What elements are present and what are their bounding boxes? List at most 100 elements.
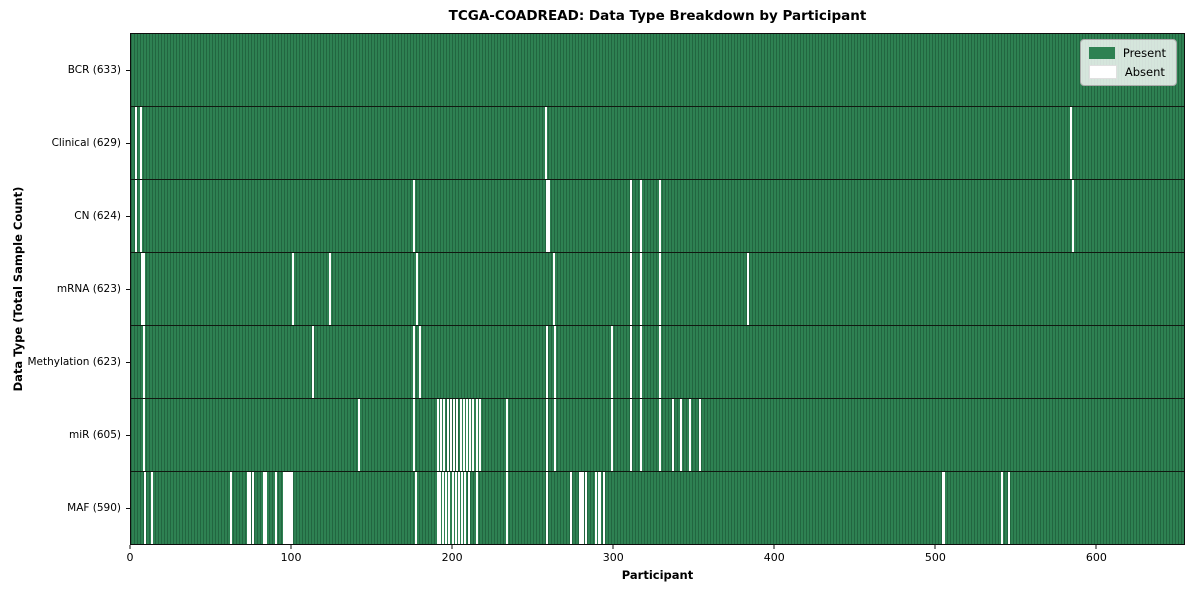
absent-mark bbox=[445, 472, 448, 544]
absent-mark bbox=[419, 326, 422, 398]
absent-mark bbox=[451, 472, 454, 544]
absent-mark bbox=[943, 472, 946, 544]
absent-mark bbox=[581, 472, 584, 544]
y-tick-label: CN (624) bbox=[74, 209, 121, 222]
legend-label-present: Present bbox=[1122, 46, 1166, 60]
absent-mark bbox=[292, 253, 295, 325]
y-tick-bcr: BCR (633) bbox=[0, 33, 130, 106]
y-tick-label: MAF (590) bbox=[67, 502, 121, 515]
absent-mark bbox=[1001, 472, 1004, 544]
y-tick-label: BCR (633) bbox=[67, 63, 121, 76]
x-tick-label: 200 bbox=[441, 551, 463, 564]
x-tick-label: 100 bbox=[280, 551, 302, 564]
y-tick-maf: MAF (590) bbox=[0, 472, 130, 545]
absent-mark bbox=[699, 399, 702, 471]
absent-mark bbox=[329, 253, 332, 325]
y-tick-methylation: Methylation (623) bbox=[0, 326, 130, 399]
y-tick-mir: miR (605) bbox=[0, 399, 130, 472]
absent-mark bbox=[142, 326, 145, 398]
absent-mark bbox=[547, 180, 550, 252]
absent-mark bbox=[544, 107, 547, 179]
x-tick-mark bbox=[934, 545, 936, 549]
absent-mark bbox=[457, 472, 460, 544]
absent-mark bbox=[689, 399, 692, 471]
absent-mark bbox=[465, 399, 468, 471]
absent-mark bbox=[610, 326, 613, 398]
absent-mark bbox=[546, 326, 549, 398]
absent-mark bbox=[440, 399, 443, 471]
legend-item-present: Present bbox=[1088, 46, 1166, 60]
absent-mark bbox=[546, 472, 549, 544]
x-axis: 0 100 200 300 400 500 600 bbox=[127, 545, 1185, 571]
y-axis: BCR (633) Clinical (629) CN (624) mRNA (623… bbox=[0, 33, 130, 545]
x-tick-mark bbox=[612, 545, 614, 549]
absent-mark bbox=[629, 399, 632, 471]
plot-area: Present Absent bbox=[130, 33, 1185, 545]
absent-mark bbox=[441, 472, 444, 544]
absent-mark bbox=[671, 399, 674, 471]
absent-mark bbox=[412, 399, 415, 471]
absent-mark bbox=[139, 180, 142, 252]
absent-mark bbox=[416, 253, 419, 325]
y-tick-label: Methylation (623) bbox=[27, 356, 121, 369]
absent-mark bbox=[639, 326, 642, 398]
y-tick-label: Clinical (629) bbox=[51, 136, 121, 149]
data-row-mir bbox=[131, 399, 1184, 472]
absent-mark bbox=[658, 399, 661, 471]
data-row-bcr bbox=[131, 34, 1184, 107]
absent-mark bbox=[1072, 180, 1075, 252]
absent-mark bbox=[658, 326, 661, 398]
absent-mark bbox=[658, 180, 661, 252]
absent-mark bbox=[263, 472, 266, 544]
absent-mark bbox=[248, 472, 251, 544]
absent-mark bbox=[454, 472, 457, 544]
absent-mark bbox=[594, 472, 597, 544]
absent-mark bbox=[679, 399, 682, 471]
x-tick-mark bbox=[773, 545, 775, 549]
absent-mark bbox=[274, 472, 277, 544]
chart-title: TCGA-COADREAD: Data Type Breakdown by Pa… bbox=[448, 8, 867, 24]
absent-mark bbox=[1070, 107, 1073, 179]
y-tick-mark bbox=[126, 69, 130, 71]
x-tick-label: 600 bbox=[1085, 551, 1107, 564]
absent-mark bbox=[438, 472, 441, 544]
absent-mark bbox=[546, 180, 549, 252]
absent-mark bbox=[554, 399, 557, 471]
legend-item-absent: Absent bbox=[1088, 65, 1166, 79]
absent-mark bbox=[629, 253, 632, 325]
absent-mark bbox=[134, 180, 137, 252]
x-tick-mark bbox=[1095, 545, 1097, 549]
y-tick-label: mRNA (623) bbox=[56, 282, 121, 295]
y-tick-mark bbox=[126, 435, 130, 437]
absent-mark bbox=[142, 253, 145, 325]
absent-mark bbox=[747, 253, 750, 325]
absent-mark bbox=[287, 472, 290, 544]
absent-mark bbox=[472, 399, 475, 471]
absent-mark bbox=[414, 472, 417, 544]
y-tick-mark bbox=[126, 215, 130, 217]
absent-mark bbox=[629, 180, 632, 252]
absent-mark bbox=[602, 472, 605, 544]
absent-mark bbox=[552, 253, 555, 325]
absent-mark bbox=[467, 472, 470, 544]
data-row-mrna bbox=[131, 253, 1184, 326]
absent-mark bbox=[469, 399, 472, 471]
absent-mark bbox=[658, 253, 661, 325]
y-tick-clinical: Clinical (629) bbox=[0, 106, 130, 179]
absent-mark bbox=[570, 472, 573, 544]
legend: Present Absent bbox=[1079, 39, 1177, 86]
absent-mark bbox=[599, 472, 602, 544]
absent-mark bbox=[584, 472, 587, 544]
absent-mark bbox=[247, 472, 250, 544]
y-tick-mark bbox=[126, 288, 130, 290]
absent-mark bbox=[412, 180, 415, 252]
absent-mark bbox=[462, 399, 465, 471]
absent-mark bbox=[412, 326, 415, 398]
absent-mark bbox=[437, 472, 440, 544]
absent-mark bbox=[141, 253, 144, 325]
absent-mark bbox=[229, 472, 232, 544]
absent-mark bbox=[629, 326, 632, 398]
x-tick-label: 300 bbox=[602, 551, 624, 564]
absent-mark bbox=[285, 472, 288, 544]
absent-mark bbox=[282, 472, 285, 544]
